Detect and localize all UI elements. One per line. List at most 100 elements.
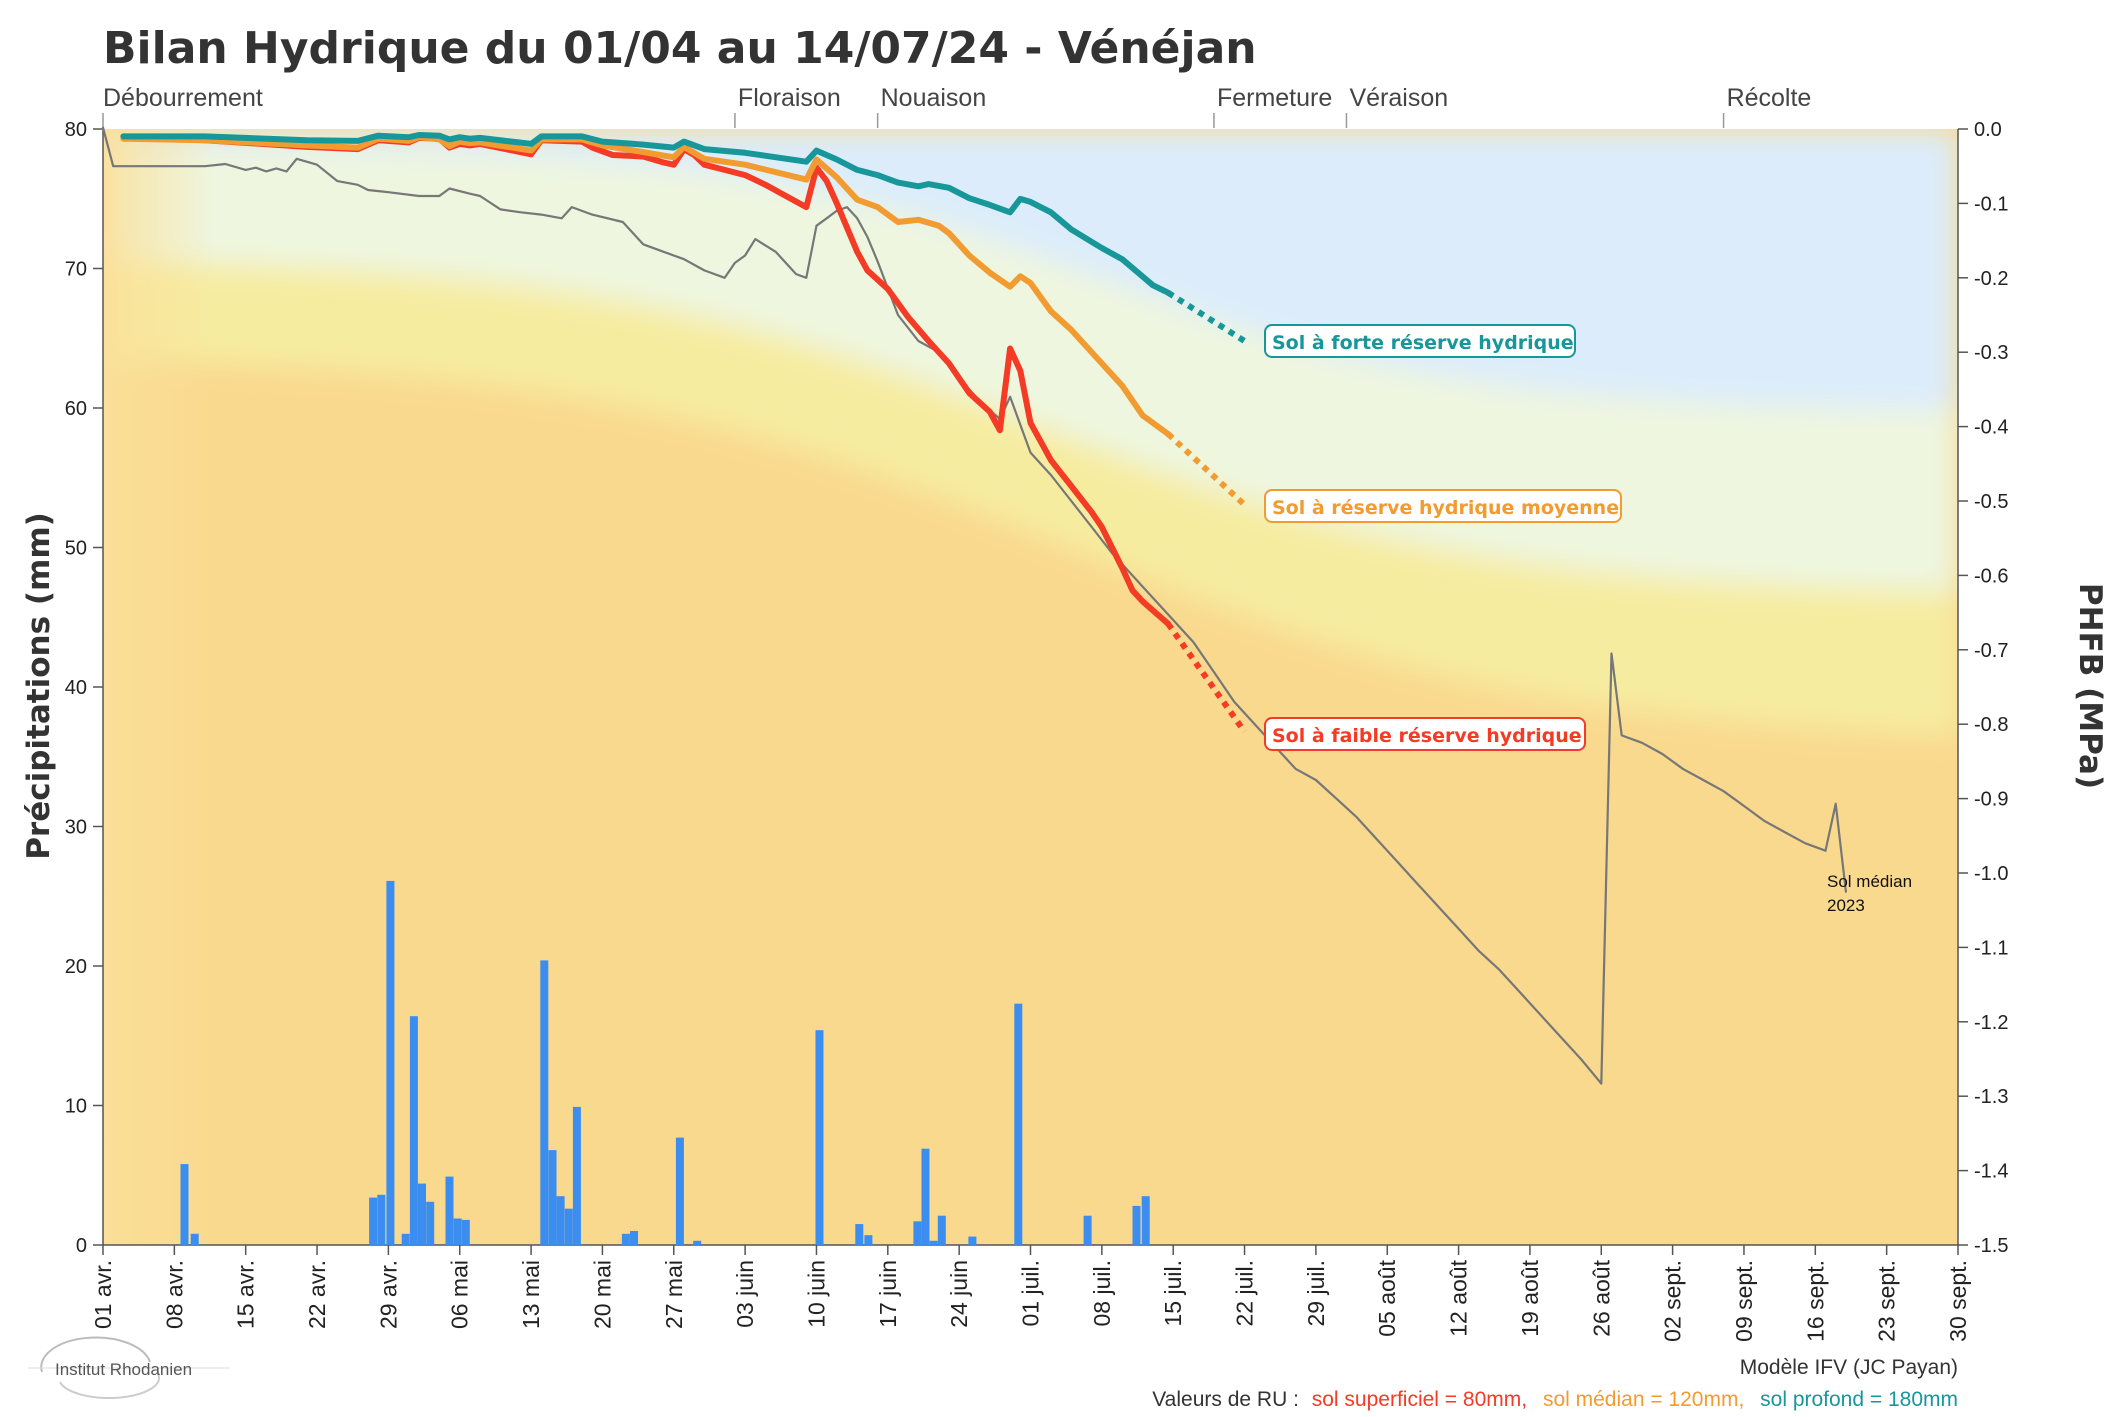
x-tick-12: 24 juin [946,1260,972,1328]
stress-zones [103,129,1958,1245]
y-left-tick-5: 50 [65,538,87,560]
precip-bar-11 [461,1219,470,1245]
logo-swoosh-lower-icon [59,1373,160,1399]
precip-bar-9 [445,1176,454,1245]
precip-bar-12 [540,960,549,1245]
phenology-stages: Débourrement Floraison Nouaison Fermeture Vé… [102,84,1812,128]
x-tick-13: 01 juil. [1018,1260,1044,1326]
y-left-tick-6: 60 [65,398,87,420]
precip-bar-0 [180,1164,189,1245]
x-tick-24: 16 sept. [1802,1260,1828,1342]
precip-bar-28 [968,1236,977,1245]
precip-bar-5 [401,1233,410,1245]
x-tick-16: 22 juil. [1232,1260,1258,1326]
y-left-tick-1: 10 [65,1096,87,1118]
x-tick-18: 05 août [1374,1259,1400,1336]
annotation-median-line1: Sol médian [1827,872,1912,891]
y-right-tick-13: -1.3 [1974,1086,2008,1108]
x-tick-14: 08 juil. [1089,1260,1115,1326]
annotation-faible-label: Sol à faible réserve hydrique [1272,725,1582,747]
x-tick-11: 17 juin [875,1260,901,1328]
precip-bar-2 [369,1197,378,1245]
precip-bar-18 [630,1231,638,1245]
y-right-tick-7: -0.7 [1974,640,2008,662]
y-right-tick-4: -0.4 [1974,417,2008,439]
annotation-moyenne-label: Sol à réserve hydrique moyenne [1272,497,1619,519]
precip-bar-24 [913,1221,922,1245]
stage-label-3: Fermeture [1217,84,1332,112]
precip-bar-7 [418,1183,426,1245]
y-left-tick-2: 20 [65,956,87,978]
series-forecast-faible [1165,622,1247,734]
series-line-median [101,126,1848,1085]
x-tick-3: 22 avr. [304,1260,330,1329]
x-tick-2: 15 avr. [233,1260,259,1329]
precip-bar-3 [377,1194,386,1245]
x-tick-5: 06 mai [447,1260,473,1329]
precipitation-bars [180,880,1150,1245]
precip-bar-8 [426,1201,435,1245]
chart-title: Bilan Hydrique du 01/04 au 14/07/24 - Vé… [103,23,1257,74]
x-tick-7: 20 mai [589,1260,615,1329]
x-tick-10: 10 juin [803,1260,829,1328]
x-tick-6: 13 mai [518,1260,544,1329]
y-left-tick-4: 40 [65,677,87,699]
precip-bar-17 [621,1233,630,1245]
y-left-tick-0: 0 [76,1235,87,1257]
annotation-moyenne: Sol à réserve hydrique moyenne [1264,489,1622,523]
annotation-faible-box [1264,717,1586,751]
precip-bar-29 [1014,1003,1023,1245]
precip-bar-21 [815,1030,824,1245]
x-tick-26: 30 sept. [1945,1260,1971,1342]
x-tick-1: 08 avr. [161,1260,187,1329]
x-tick-23: 09 sept. [1731,1260,1757,1342]
precip-bar-19 [675,1137,684,1245]
stage-label-1: Floraison [738,84,841,112]
y-axis-left-title: Précipitations (mm) [21,512,57,860]
annotation-forte: Sol à forte réserve hydrique [1264,324,1576,358]
y-axis-right-title: PHFB (MPa) [2072,583,2108,789]
ru-values: Valeurs de RU : sol superficiel = 80mm, … [1152,1388,1958,1411]
x-tick-9: 03 juin [732,1260,758,1328]
x-tick-19: 12 août [1446,1259,1472,1336]
precip-bar-30 [1083,1215,1092,1245]
x-tick-15: 15 juil. [1160,1260,1186,1326]
y-right-tick-15: -1.5 [1974,1235,2008,1257]
zone-fade [103,129,1958,1245]
y-right-tick-2: -0.2 [1974,268,2008,290]
y-right-tick-11: -1.1 [1974,937,2008,959]
stage-label-0: Débourrement [103,84,263,112]
precip-bar-25 [921,1148,930,1245]
y-right-tick-6: -0.6 [1974,565,2008,587]
x-tick-4: 29 avr. [375,1260,401,1329]
axes: 0 10 20 30 40 50 60 70 80 0.0 -0.1 -0.2 -0.3 -0.4 -0.5… [65,119,2009,1342]
precip-bar-13 [548,1150,557,1245]
x-tick-22: 02 sept. [1660,1260,1686,1342]
y-right-tick-14: -1.4 [1974,1161,2008,1183]
y-right-tick-9: -0.9 [1974,789,2008,811]
precip-bar-23 [864,1235,873,1245]
y-right-tick-0: 0.0 [1974,119,2002,141]
stage-label-5: Récolte [1727,84,1812,112]
y-left-tick-8: 80 [65,119,87,141]
precip-bar-27 [937,1215,946,1245]
institut-logo: Institut Rhodanien [28,1336,230,1399]
y-right-tick-12: -1.2 [1974,1012,2008,1034]
annotation-faible: Sol à faible réserve hydrique [1264,717,1586,751]
precip-bar-4 [386,880,395,1245]
y-right-tick-5: -0.5 [1974,491,2008,513]
precip-bar-1 [190,1233,199,1245]
x-tick-8: 27 mai [661,1260,687,1329]
x-tick-0: 01 avr. [90,1260,116,1329]
y-right-tick-1: -0.1 [1974,193,2008,215]
ru-low: sol superficiel = 80mm, [1312,1388,1527,1411]
precip-bar-32 [1141,1196,1150,1245]
precip-bar-14 [556,1196,565,1245]
x-tick-21: 26 août [1588,1259,1614,1336]
series-forecast-moyenne [1166,431,1247,507]
stage-label-4: Véraison [1349,84,1448,112]
y-right-tick-3: -0.3 [1974,342,2008,364]
precip-bar-22 [855,1224,864,1245]
series-line-moyenne [120,134,1172,437]
